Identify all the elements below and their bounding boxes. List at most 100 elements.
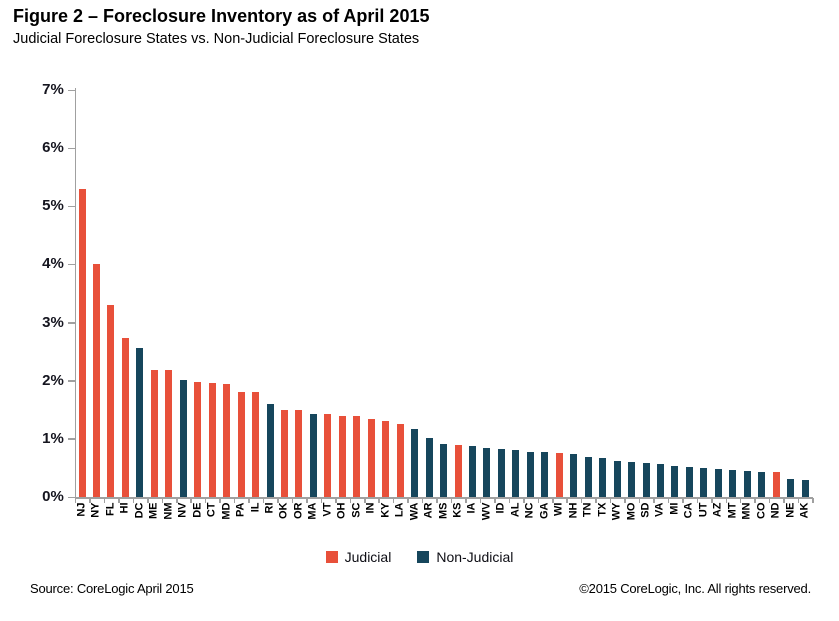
x-axis-tick xyxy=(74,498,77,503)
x-axis-tick xyxy=(812,498,814,503)
x-axis-tick xyxy=(682,498,684,503)
bar-MA xyxy=(309,413,317,497)
bar-ME xyxy=(150,370,158,497)
x-axis-tick xyxy=(725,498,728,503)
x-axis-tick xyxy=(147,498,149,503)
x-axis-label-TN: TN xyxy=(581,502,594,517)
x-axis-tick xyxy=(450,498,453,503)
bar-WA xyxy=(411,428,419,497)
x-axis-label-WA: WA xyxy=(408,502,421,520)
x-axis-tick xyxy=(595,498,597,503)
chart-legend: Judicial Non-Judicial xyxy=(0,549,839,565)
y-axis-tick-label: 0% xyxy=(42,488,64,505)
y-axis-tick xyxy=(67,438,75,440)
x-axis-tick xyxy=(739,498,742,503)
x-axis-tick xyxy=(161,498,164,503)
x-axis-tick xyxy=(566,498,568,503)
legend-item-non-judicial: Non-Judicial xyxy=(417,549,513,565)
bar-FL xyxy=(107,305,115,497)
x-axis-tick xyxy=(392,498,395,503)
bar-ND xyxy=(772,471,780,497)
bar-IL xyxy=(252,392,260,497)
x-axis-tick xyxy=(537,498,540,503)
legend-item-judicial: Judicial xyxy=(325,549,392,565)
x-axis-tick xyxy=(219,498,221,503)
x-axis-label-OK: OK xyxy=(277,502,290,519)
bar-NY xyxy=(92,264,100,497)
bar-CO xyxy=(758,471,766,497)
x-axis-tick xyxy=(407,498,409,503)
y-axis-tick xyxy=(67,263,75,266)
y-axis-tick xyxy=(67,380,75,382)
x-axis-tick xyxy=(103,498,106,503)
x-axis-label-MS: MS xyxy=(437,502,450,519)
bar-VT xyxy=(324,413,332,497)
x-axis-tick xyxy=(508,498,511,503)
x-axis-label-KS: KS xyxy=(451,502,464,518)
bar-MO xyxy=(628,462,636,497)
bar-SD xyxy=(642,463,650,497)
x-axis-tick xyxy=(335,498,337,503)
bar-TX xyxy=(599,458,607,497)
figure-title: Figure 2 – Foreclosure Inventory as of A… xyxy=(13,6,430,26)
y-axis-tick-label: 2% xyxy=(42,371,64,389)
x-axis-tick xyxy=(118,498,120,503)
bar-OH xyxy=(338,415,346,497)
x-axis-label-AR: AR xyxy=(422,502,435,518)
x-axis-tick xyxy=(349,498,352,503)
x-axis-tick xyxy=(306,498,308,503)
legend-label-judicial: Judicial xyxy=(344,549,392,565)
x-axis-label-NJ: NJ xyxy=(75,502,88,517)
x-axis-label-NM: NM xyxy=(162,502,175,520)
x-axis-label-MT: MT xyxy=(726,502,739,518)
x-axis-label-MN: MN xyxy=(740,502,753,520)
x-axis-label-CA: CA xyxy=(682,502,695,518)
x-axis-tick xyxy=(754,498,756,503)
x-axis-label-MO: MO xyxy=(625,502,638,520)
bar-MS xyxy=(440,443,448,497)
y-axis-tick xyxy=(67,205,75,208)
copyright-note: ©2015 CoreLogic, Inc. All rights reserve… xyxy=(579,581,811,596)
bar-SC xyxy=(353,416,361,497)
y-axis-tick xyxy=(67,147,75,150)
bar-PA xyxy=(237,391,245,497)
bar-NH xyxy=(570,453,578,497)
x-axis-tick xyxy=(783,498,785,503)
x-axis-label-NC: NC xyxy=(523,502,536,518)
bar-WV xyxy=(483,448,491,497)
y-axis-tick-label: 5% xyxy=(42,197,64,215)
x-axis-label-IL: IL xyxy=(249,502,262,512)
x-axis-tick xyxy=(89,498,91,503)
x-axis-label-WY: WY xyxy=(610,502,623,520)
bar-OR xyxy=(295,409,303,497)
x-axis-tick xyxy=(711,498,713,503)
y-axis-tick-label: 4% xyxy=(42,255,64,273)
judicial-color-swatch-icon xyxy=(325,551,338,563)
source-note: Source: CoreLogic April 2015 xyxy=(30,581,194,596)
x-axis-tick xyxy=(233,498,236,503)
x-axis-tick xyxy=(378,498,380,503)
x-axis-tick xyxy=(523,498,525,503)
bar-RI xyxy=(266,403,274,497)
y-axis-tick xyxy=(67,322,75,324)
bar-NV xyxy=(179,380,187,497)
x-axis-label-PA: PA xyxy=(234,502,247,517)
bar-UT xyxy=(700,467,708,497)
bar-GA xyxy=(541,452,549,497)
x-axis-tick xyxy=(768,498,771,503)
x-axis-label-MI: MI xyxy=(668,502,681,515)
x-axis-label-MD: MD xyxy=(220,502,233,520)
bar-IN xyxy=(367,418,375,497)
x-axis-label-DC: DC xyxy=(133,502,146,518)
x-axis-label-AK: AK xyxy=(798,502,811,518)
x-axis-tick xyxy=(291,498,294,503)
x-axis-tick xyxy=(479,498,482,503)
x-axis-label-IA: IA xyxy=(465,502,478,513)
bar-WI xyxy=(555,452,563,497)
x-axis-label-MA: MA xyxy=(306,502,319,520)
x-axis-label-OR: OR xyxy=(292,502,305,519)
bar-LA xyxy=(396,423,404,497)
x-axis-tick xyxy=(176,498,178,503)
x-axis-label-ID: ID xyxy=(494,502,507,513)
x-axis-label-FL: FL xyxy=(104,502,117,516)
